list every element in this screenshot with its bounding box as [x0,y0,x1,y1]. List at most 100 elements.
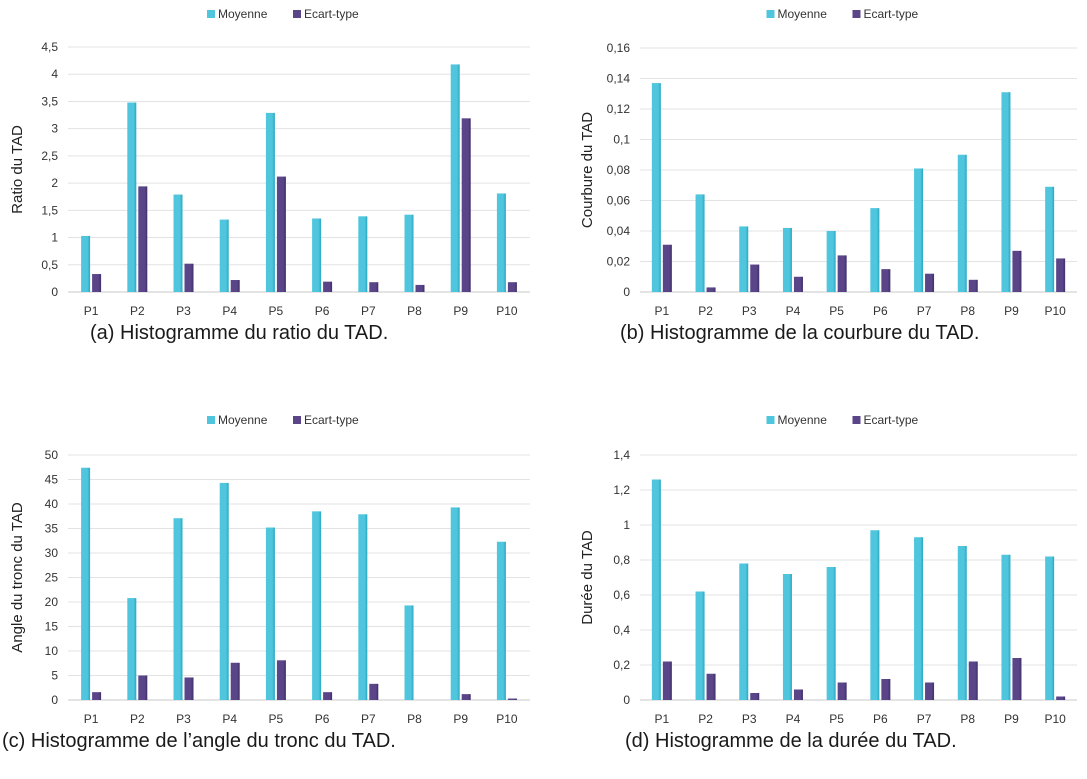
bar-moyenne [870,530,880,700]
bar-moyenne [265,527,275,700]
bar-moyenne [219,219,229,292]
bar-ecart-type [881,269,891,292]
x-tick-label: P4 [786,712,801,726]
legend-label-ecart-type: Ecart-type [864,413,919,427]
bar-ecart-type [750,264,760,292]
y-tick-label: 10 [45,644,59,658]
x-tick-label: P10 [496,304,518,318]
bar-ecart-type [92,274,102,292]
bar-moyenne [651,83,661,292]
bar-moyenne [173,194,183,292]
bar-ecart-type [750,693,760,700]
caption-a: (a) Histogramme du ratio du TAD. [90,322,389,344]
bar-moyenne [496,541,506,700]
x-tick-label: P1 [84,304,99,318]
x-tick-label: P6 [873,304,888,318]
y-tick-label: 0,1 [613,133,630,147]
bar-ecart-type [276,660,286,700]
chart-panel-b: 0 0,02 0,04 0,06 0,08 0,1 0,12 0,14 0,16 P1 P2 P3 P4… [565,0,1085,344]
bar-ecart-type [706,287,716,292]
x-tick-label: P2 [698,712,713,726]
bar-ecart-type [230,662,240,700]
bar-moyenne [404,605,414,700]
x-tick-label: P7 [361,304,376,318]
x-tick-label: P4 [222,304,237,318]
y-tick-label: 0,02 [607,255,631,269]
bar-ecart-type [837,682,847,700]
bar-moyenne [450,507,460,700]
x-tick-label: P9 [1004,712,1019,726]
legend: Moyenne Ecart-type [207,7,359,21]
y-tick-label: 3,5 [41,94,58,108]
x-tick-label: P5 [829,304,844,318]
y-tick-label: 20 [45,595,59,609]
bar-moyenne [957,546,967,700]
bar-ecart-type [968,279,978,292]
x-tick-label: P8 [407,304,422,318]
bar-moyenne [826,567,836,700]
y-tick-label: 0,12 [607,102,631,116]
y-tick-label: 5 [51,669,58,683]
x-tick-label: P10 [496,712,518,726]
bar-ecart-type [323,281,333,292]
bar-moyenne [127,598,137,700]
y-tick-label: 0,4 [613,623,630,637]
x-tick-label: P6 [315,712,330,726]
y-tick-label: 1,2 [613,483,630,497]
x-tick-label: P5 [269,304,284,318]
y-tick-label: 0,2 [613,658,630,672]
bar-ecart-type [92,692,102,700]
x-tick-label: P3 [742,304,757,318]
bar-moyenne [81,467,91,700]
x-tick-label: P1 [655,712,670,726]
bar-moyenne [782,227,792,292]
bar-moyenne [914,537,924,700]
y-axis-label: Ratio du TAD [9,125,26,214]
bar-moyenne [914,168,924,292]
bar-moyenne [450,64,460,292]
y-tick-label: 1,5 [41,203,58,217]
chart-d: 0 0,2 0,4 0,6 0,8 1 1,2 1,4 P1 P2 P3 P4 P5 P6 P7 P8 P9 P1… [579,413,1077,726]
x-tick-label: P9 [1004,304,1019,318]
legend-label-ecart-type: Ecart-type [304,413,359,427]
x-tick-label: P2 [130,712,145,726]
y-tick-label: 0,14 [607,72,631,86]
bar-moyenne [957,154,967,292]
bar-moyenne [312,511,322,700]
y-tick-label: 0 [623,693,630,707]
y-tick-label: 3 [51,122,58,136]
bar-moyenne [695,194,705,292]
x-tick-label: P5 [269,712,284,726]
x-tick-label: P7 [917,712,932,726]
y-tick-label: 45 [45,473,59,487]
bar-moyenne [312,218,322,292]
bar-ecart-type [461,694,471,700]
x-tick-label: P5 [829,712,844,726]
y-tick-label: 15 [45,620,59,634]
legend-swatch-moyenne [207,416,215,424]
chart-panel-c: 0 5 10 15 20 25 30 35 40 45 50 P1 P2 P3 P4 P5 P6 P7 P8 P9 P1… [0,405,545,752]
y-tick-label: 0,8 [613,553,630,567]
bar-moyenne [404,214,414,292]
y-tick-label: 0,06 [607,194,631,208]
y-tick-label: 0,6 [613,588,630,602]
bar-ecart-type [369,683,379,700]
legend-label-ecart-type: Ecart-type [864,7,919,21]
bar-ecart-type [230,280,240,292]
y-tick-label: 2 [51,176,58,190]
bar-moyenne [127,102,137,293]
bar-moyenne [651,479,661,700]
bar-ecart-type [1056,258,1066,292]
bar-ecart-type [1012,250,1022,292]
y-tick-label: 30 [45,546,59,560]
caption-b: (b) Histogramme de la courbure du TAD. [620,322,980,344]
x-tick-label: P6 [873,712,888,726]
x-tick-label: P7 [917,304,932,318]
chart-b: 0 0,02 0,04 0,06 0,08 0,1 0,12 0,14 0,16 P1 P2 P3 P4… [579,7,1077,318]
y-tick-label: 0 [51,693,58,707]
bar-ecart-type [461,118,471,292]
x-tick-label: P10 [1044,712,1066,726]
x-tick-label: P1 [655,304,670,318]
x-tick-label: P3 [176,304,191,318]
bar-moyenne [1045,186,1055,292]
